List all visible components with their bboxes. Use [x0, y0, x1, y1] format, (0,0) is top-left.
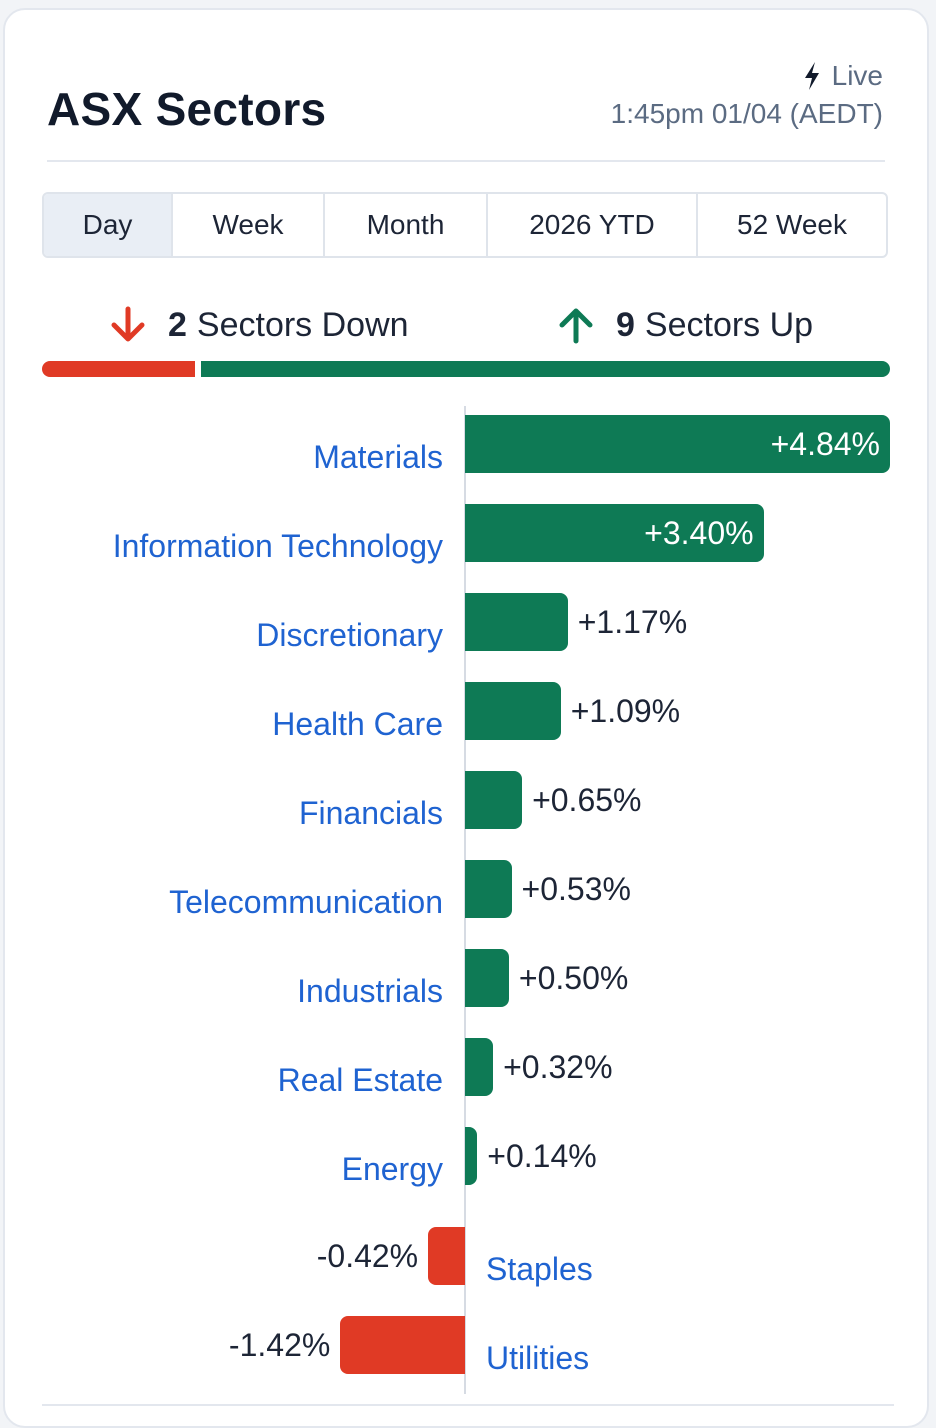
timestamp: 1:45pm 01/04 (AEDT) [610, 98, 883, 129]
sector-link-industrials[interactable]: Industrials [297, 973, 443, 1009]
header-divider [47, 160, 885, 162]
sectors-down-summary: 2 Sectors Down [108, 300, 409, 350]
sector-link-real-estate[interactable]: Real Estate [277, 1062, 443, 1098]
sectors-down-count: 2 [168, 305, 187, 344]
sector-link-health-care[interactable]: Health Care [272, 706, 443, 742]
sector-link-financials[interactable]: Financials [298, 795, 443, 831]
sectors-up-summary: 9 Sectors Up [556, 300, 813, 350]
tab-month[interactable]: Month [325, 194, 488, 256]
sectors-up-label: Sectors Up [644, 305, 814, 344]
sector-link-discretionary[interactable]: Discretionary [256, 617, 443, 653]
bottom-divider [42, 1404, 894, 1406]
period-tabs: Day Week Month 2026 YTD 52 Week [42, 192, 888, 258]
ratio-bar-up [201, 361, 890, 377]
tab-week[interactable]: Week [173, 194, 325, 256]
ratio-bar-down [42, 361, 195, 377]
arrow-up-icon [559, 308, 593, 344]
sector-link-materials[interactable]: Materials [313, 439, 443, 475]
sector-link-information-technology[interactable]: Information Technology [112, 528, 443, 564]
live-indicator: Live [802, 60, 883, 92]
tab-ytd[interactable]: 2026 YTD [488, 194, 698, 256]
sector-link-utilities[interactable]: Utilities [486, 1340, 590, 1376]
sector-link-energy[interactable]: Energy [341, 1151, 443, 1187]
arrow-down-icon [111, 306, 145, 342]
sector-link-telecommunication[interactable]: Telecommunication [169, 884, 443, 920]
live-label: Live [831, 60, 883, 91]
sector-link-staples[interactable]: Staples [486, 1251, 593, 1287]
lightning-icon [804, 62, 819, 90]
sectors-down-label: Sectors Down [196, 305, 409, 344]
up-down-ratio-bar [42, 361, 890, 377]
tab-day[interactable]: Day [44, 194, 173, 256]
page-title: ASX Sectors [47, 83, 327, 135]
sectors-up-count: 9 [616, 305, 635, 344]
tab-52-week[interactable]: 52 Week [737, 209, 847, 240]
